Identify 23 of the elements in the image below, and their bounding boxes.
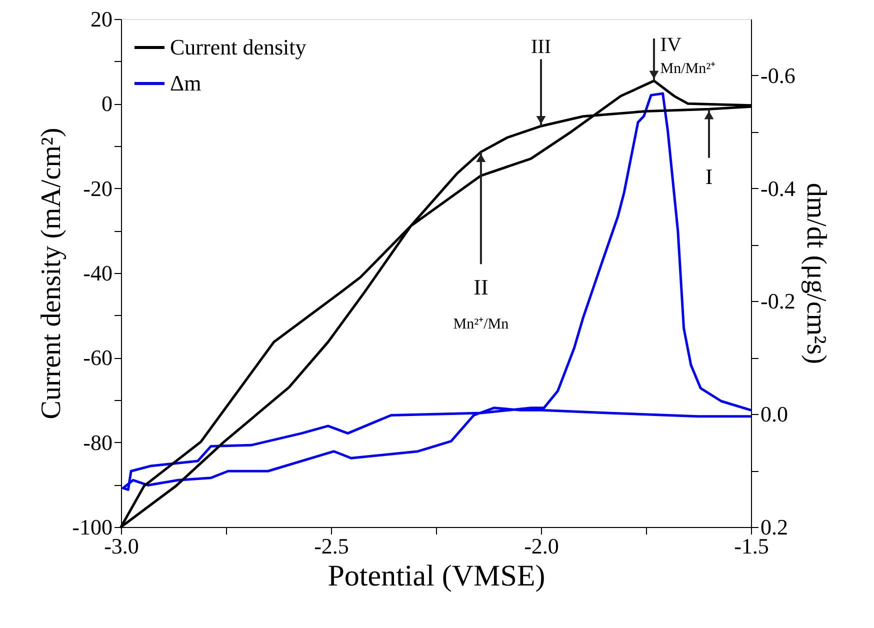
y-tick-label: -20 xyxy=(83,176,112,201)
y-tick-label: -80 xyxy=(83,430,112,455)
annotation: II xyxy=(474,274,488,300)
y-tick-label: 20 xyxy=(90,6,112,32)
annotation: Mn/Mn²⁺ xyxy=(660,61,716,78)
y-axis-title: Current density (mA/cm²) xyxy=(36,128,68,420)
y2-tick-label: -0.2 xyxy=(760,288,796,314)
legend-label: Current density xyxy=(170,34,306,60)
y-tick-label: 0 xyxy=(102,91,112,116)
legend-label: Δm xyxy=(170,70,202,96)
y-tick-label: -60 xyxy=(83,345,112,370)
y2-tick-label: -0.6 xyxy=(760,62,796,88)
annotation: III xyxy=(531,36,551,58)
annotation: IV xyxy=(660,34,682,56)
x-tick-label: -2.5 xyxy=(314,534,349,558)
y2-axis-title: dm/dt (μg/cm²s) xyxy=(800,182,832,364)
y2-tick-label: 0.0 xyxy=(760,402,788,427)
y-tick-label: -40 xyxy=(83,260,112,286)
x-tick-label: -2.0 xyxy=(524,534,559,558)
annotation: Mn²⁺/Mn xyxy=(453,316,510,332)
y2-tick-label: -0.4 xyxy=(760,176,796,201)
annotation: I xyxy=(705,164,713,189)
x-axis-title: Potential (VMSE) xyxy=(328,560,546,592)
